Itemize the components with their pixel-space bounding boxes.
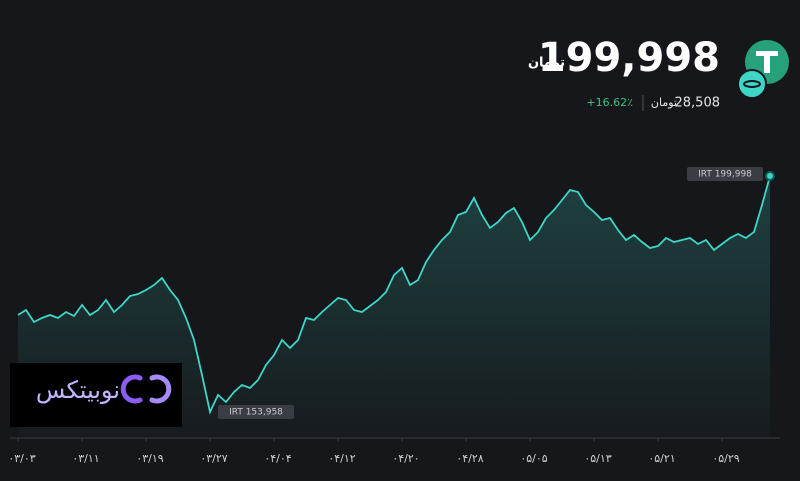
x-tick-label: ۰۵/۰۵ <box>520 452 547 465</box>
x-tick-label: ۰۵/۱۳ <box>584 452 611 465</box>
x-tick-label: ۰۳/۱۹ <box>136 452 163 465</box>
price-tag-bg <box>687 167 763 181</box>
change: +16.62٪ <box>586 96 633 109</box>
x-tick-label: ۰۴/۱۲ <box>328 452 355 465</box>
coin-icon <box>737 40 789 99</box>
usd-price: 28,508 <box>675 96 721 111</box>
watermark-text: نوبیتکس <box>36 376 120 404</box>
usd-unit: تومان <box>651 96 677 109</box>
x-tick-label: ۰۳/۰۳ <box>8 452 35 465</box>
x-tick-label: ۰۴/۲۰ <box>392 452 419 465</box>
price-unit: تومان <box>528 56 565 71</box>
price-tag: IRT 199,998 <box>698 170 752 180</box>
x-tick-label: ۰۳/۱۱ <box>72 452 99 465</box>
price-tag: IRT 153,958 <box>229 408 283 418</box>
watermark: نوبیتکس <box>10 363 182 427</box>
price-tag-bg <box>218 405 294 419</box>
x-tick-label: ۰۵/۲۱ <box>648 452 675 465</box>
last-point <box>765 171 775 181</box>
x-tick-label: ۰۵/۲۹ <box>712 452 739 465</box>
price-line <box>17 175 771 415</box>
area <box>18 176 770 438</box>
price: 199,998 <box>538 35 720 81</box>
x-tick-label: ۰۳/۲۷ <box>200 452 227 465</box>
x-tick-label: ۰۴/۰۴ <box>264 452 291 465</box>
x-tick-label: ۰۴/۲۸ <box>456 452 483 465</box>
